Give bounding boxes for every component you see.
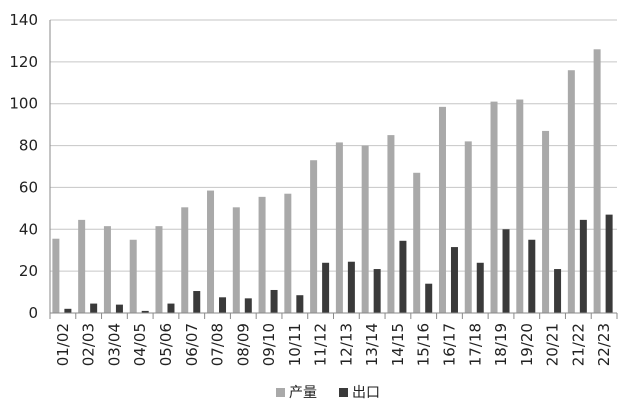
bar-series0-7	[232, 207, 240, 313]
bar-series1-6	[219, 297, 227, 313]
bar-series1-2	[115, 304, 123, 313]
x-tick-label-6: 07/08	[209, 323, 227, 366]
bar-series1-16	[476, 262, 484, 313]
grid-layer	[50, 19, 617, 272]
x-tick-label-3: 04/05	[131, 323, 149, 366]
bar-series1-12	[373, 269, 381, 313]
bar-series1-0	[64, 308, 72, 313]
y-tick-label-0: 0	[28, 304, 38, 322]
bar-series1-14	[425, 283, 433, 313]
y-tick-label-2: 40	[19, 220, 38, 238]
x-tick-label-1: 02/03	[80, 323, 98, 366]
bar-layer	[52, 49, 613, 314]
bar-series0-3	[129, 239, 137, 313]
legend-swatch-0	[276, 388, 285, 397]
x-tick-label-16: 17/18	[466, 323, 484, 366]
bar-series0-11	[335, 142, 343, 313]
legend-swatch-1	[339, 388, 348, 397]
axis-layer: 0 20 40 60 80 100 120 140 01/02 02/03 03/04 04/05 05…	[9, 11, 618, 366]
x-tick-label-10: 11/12	[312, 323, 330, 366]
bar-series1-10	[322, 262, 330, 313]
bar-series1-7	[244, 298, 252, 313]
x-tick-label-18: 19/20	[518, 323, 536, 366]
bar-series1-4	[167, 303, 175, 313]
x-tick-label-17: 18/19	[492, 323, 510, 366]
y-tick-label-5: 100	[9, 95, 38, 113]
x-tick-label-5: 06/07	[183, 323, 201, 366]
bar-series0-5	[181, 207, 189, 313]
legend-label-0: 产量	[289, 385, 317, 401]
bar-series0-1	[78, 219, 86, 313]
y-tick-label-7: 140	[9, 11, 38, 29]
y-tick-label-4: 80	[19, 137, 38, 155]
x-tick-label-15: 16/17	[440, 323, 458, 366]
y-tick-label-1: 20	[19, 262, 38, 280]
x-tick-label-9: 10/11	[286, 323, 304, 366]
bar-series0-0	[52, 238, 60, 313]
bar-series0-2	[103, 226, 111, 313]
bar-series1-17	[502, 229, 510, 313]
x-tick-label-4: 05/06	[157, 323, 175, 366]
x-tick-label-14: 15/16	[415, 323, 433, 366]
bar-series1-20	[579, 219, 587, 313]
x-tick-label-11: 12/13	[337, 323, 355, 366]
bar-series0-20	[567, 70, 575, 313]
bar-series0-8	[258, 196, 266, 313]
bar-series0-13	[387, 135, 395, 313]
bar-series1-1	[90, 303, 98, 313]
x-tick-label-7: 08/09	[234, 323, 252, 366]
bar-series1-9	[296, 295, 304, 313]
bar-series1-11	[347, 261, 355, 313]
bar-series0-12	[361, 145, 369, 313]
bar-series0-16	[464, 141, 472, 313]
bar-series0-17	[490, 101, 498, 313]
bar-series1-18	[528, 239, 536, 313]
y-tick-label-6: 120	[9, 53, 38, 71]
bar-series1-21	[605, 214, 613, 313]
bar-series1-19	[554, 269, 562, 313]
bar-series0-6	[207, 190, 215, 313]
x-tick-label-13: 14/15	[389, 323, 407, 366]
bar-series1-15	[450, 247, 458, 313]
bar-series0-4	[155, 226, 163, 313]
bar-series1-3	[141, 310, 149, 313]
bar-series0-10	[310, 160, 318, 313]
x-tick-label-12: 13/14	[363, 323, 381, 366]
bar-series1-5	[193, 291, 201, 313]
bar-series1-13	[399, 240, 407, 313]
x-tick-label-8: 09/10	[260, 323, 278, 366]
bar-series1-8	[270, 289, 278, 313]
bar-series0-18	[516, 99, 524, 314]
bar-series0-19	[542, 130, 550, 313]
x-tick-label-0: 01/02	[54, 323, 72, 366]
x-tick-label-20: 21/22	[569, 323, 587, 366]
legend-label-1: 出口	[352, 385, 380, 401]
x-tick-label-19: 20/21	[544, 323, 562, 366]
bar-series0-21	[593, 49, 601, 314]
x-tick-label-2: 03/04	[105, 323, 123, 366]
bar-series0-9	[284, 193, 292, 313]
bar-series0-15	[438, 106, 446, 313]
bar-series0-14	[413, 172, 421, 313]
y-tick-label-3: 60	[19, 178, 38, 196]
legend: 产量 出口	[276, 385, 380, 401]
x-tick-label-21: 22/23	[595, 323, 613, 366]
